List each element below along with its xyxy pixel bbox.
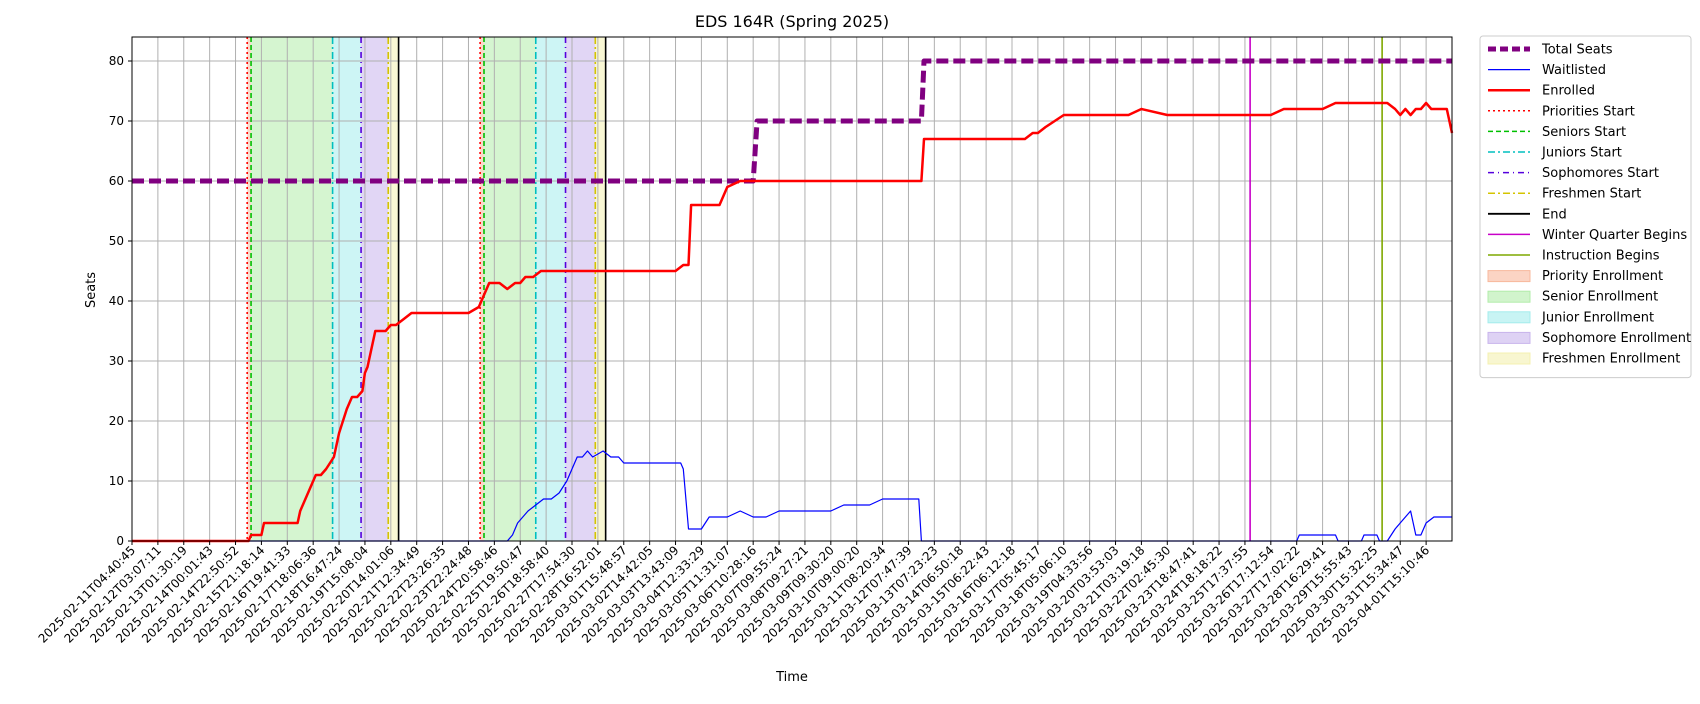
legend-label-freshmen-enrollment: Freshmen Enrollment (1542, 352, 1680, 367)
priority-enrollment-band-1 (247, 37, 252, 541)
y-tick-label: 20 (109, 414, 124, 428)
legend-swatch-junior-enrollment (1487, 311, 1531, 324)
legend-label-winter-quarter-begins: Winter Quarter Begins (1542, 228, 1687, 243)
sophomore-enrollment-band-2 (565, 37, 596, 541)
plot-frame (131, 36, 1453, 542)
legend-swatch-senior-enrollment (1487, 290, 1531, 303)
legend-label-seniors-start: Seniors Start (1542, 125, 1626, 140)
senior-enrollment-band-2 (484, 37, 536, 541)
legend-swatch-priority-enrollment (1487, 270, 1531, 283)
legend-label-waitlisted: Waitlisted (1542, 63, 1606, 78)
enrollment-bands (247, 37, 606, 541)
x-axis-ticks: 2025-02-11T04:40:452025-02-12T03:07:1120… (36, 541, 1432, 646)
y-tick-label: 40 (109, 294, 124, 308)
legend-box (1479, 35, 1692, 379)
y-axis-ticks: 0 10 20 30 40 50 60 70 80 (109, 54, 132, 548)
legend-label-end: End (1542, 207, 1567, 222)
x-axis-label: Time (775, 670, 808, 685)
freshmen-enrollment-band-2 (595, 37, 606, 541)
legend: Total Seats Waitlisted Enrolled Priorities … (1479, 35, 1692, 379)
junior-enrollment-band-1 (332, 37, 362, 541)
chart-title: EDS 164R (Spring 2025) (695, 12, 889, 31)
legend-label-instruction-begins: Instruction Begins (1542, 249, 1660, 264)
legend-label-sophomore-enrollment: Sophomore Enrollment (1542, 331, 1691, 346)
legend-swatch-sophomore-enrollment (1487, 331, 1531, 344)
y-tick-label: 50 (109, 234, 124, 248)
y-axis-label: Seats (84, 272, 99, 308)
junior-enrollment-band-2 (535, 37, 566, 541)
y-tick-label: 60 (109, 174, 124, 188)
enrolled-series (132, 101, 1454, 543)
freshmen-enrollment-band-1 (388, 37, 399, 541)
y-tick-label: 80 (109, 54, 124, 68)
y-tick-label: 70 (109, 114, 124, 128)
legend-label-juniors-start: Juniors Start (1541, 146, 1622, 161)
legend-swatch-freshmen-enrollment (1487, 352, 1531, 365)
legend-label-priority-enrollment: Priority Enrollment (1542, 269, 1663, 284)
legend-label-senior-enrollment: Senior Enrollment (1542, 290, 1658, 305)
waitlisted-series (132, 450, 1452, 542)
y-tick-label: 10 (109, 474, 124, 488)
y-tick-label: 0 (116, 534, 124, 548)
total-seats-series (132, 58, 1452, 184)
senior-enrollment-band-1 (251, 37, 333, 541)
y-tick-label: 30 (109, 354, 124, 368)
priority-enrollment-band-2 (480, 37, 484, 541)
legend-label-priorities-start: Priorities Start (1542, 104, 1635, 119)
grid-lines (131, 37, 1452, 542)
milestone-lines (246, 37, 1383, 541)
legend-label-junior-enrollment: Junior Enrollment (1541, 310, 1654, 325)
legend-label-sophomores-start: Sophomores Start (1542, 166, 1659, 181)
legend-label-freshmen-start: Freshmen Start (1542, 187, 1641, 202)
legend-label-total-seats: Total Seats (1541, 43, 1613, 58)
data-series (132, 58, 1454, 543)
legend-label-enrolled: Enrolled (1542, 84, 1595, 99)
